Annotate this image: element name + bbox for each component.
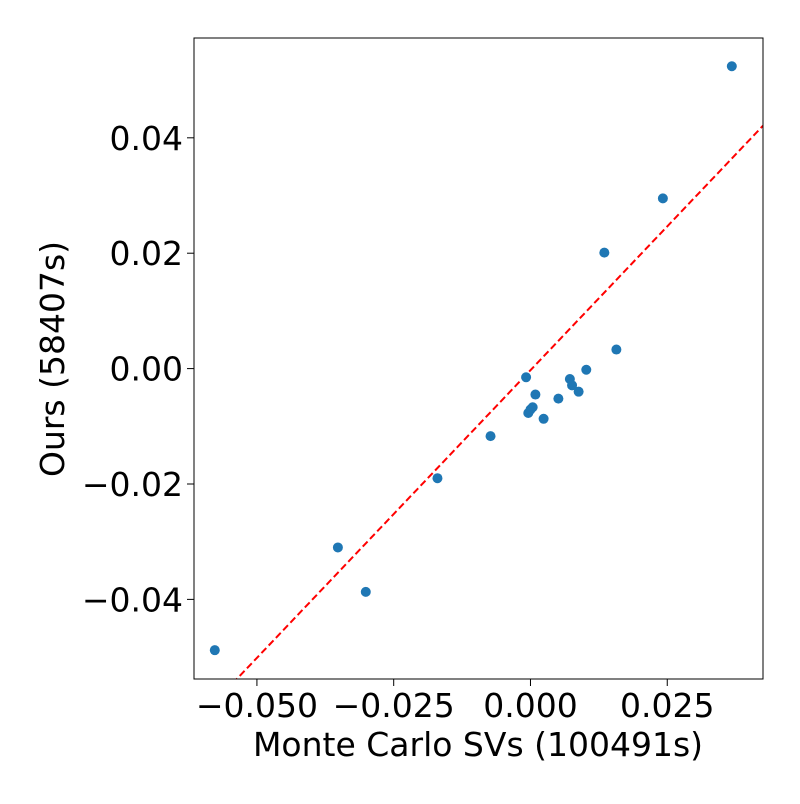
data-point [360,586,371,597]
x-tick-label: 0.025 [620,686,714,725]
data-point [573,386,584,397]
data-point [726,61,737,72]
data-point [521,372,532,383]
y-tick-label: 0.04 [110,119,183,158]
y-axis-label: Ours (58407s) [33,241,72,477]
data-point [527,402,538,413]
points-layer [209,61,737,656]
y-tick-label: 0.02 [110,234,183,273]
data-point [599,247,610,258]
reference-line-layer [235,125,763,679]
reference-line [235,125,763,679]
data-point [657,193,668,204]
data-point [485,431,496,442]
plot-frame [193,37,764,680]
x-tick-label: −0.050 [196,686,318,725]
y-axis: −0.04 −0.02 0.00 0.02 0.04 [82,119,194,619]
data-point [209,645,220,656]
y-tick-label: −0.04 [82,580,183,619]
data-point [567,380,578,391]
y-tick-label: 0.00 [110,350,183,389]
x-axis: −0.050 −0.025 0.000 0.025 [196,679,714,725]
data-point [581,364,592,375]
x-tick-label: −0.025 [333,686,455,725]
data-point [332,542,343,553]
y-tick-label: −0.02 [82,465,183,504]
data-point [432,473,443,484]
x-axis-label: Monte Carlo SVs (100491s) [253,725,703,764]
data-point [553,393,564,404]
data-point [538,413,549,424]
data-point [611,344,622,355]
data-point [530,389,541,400]
x-tick-label: 0.000 [483,686,577,725]
